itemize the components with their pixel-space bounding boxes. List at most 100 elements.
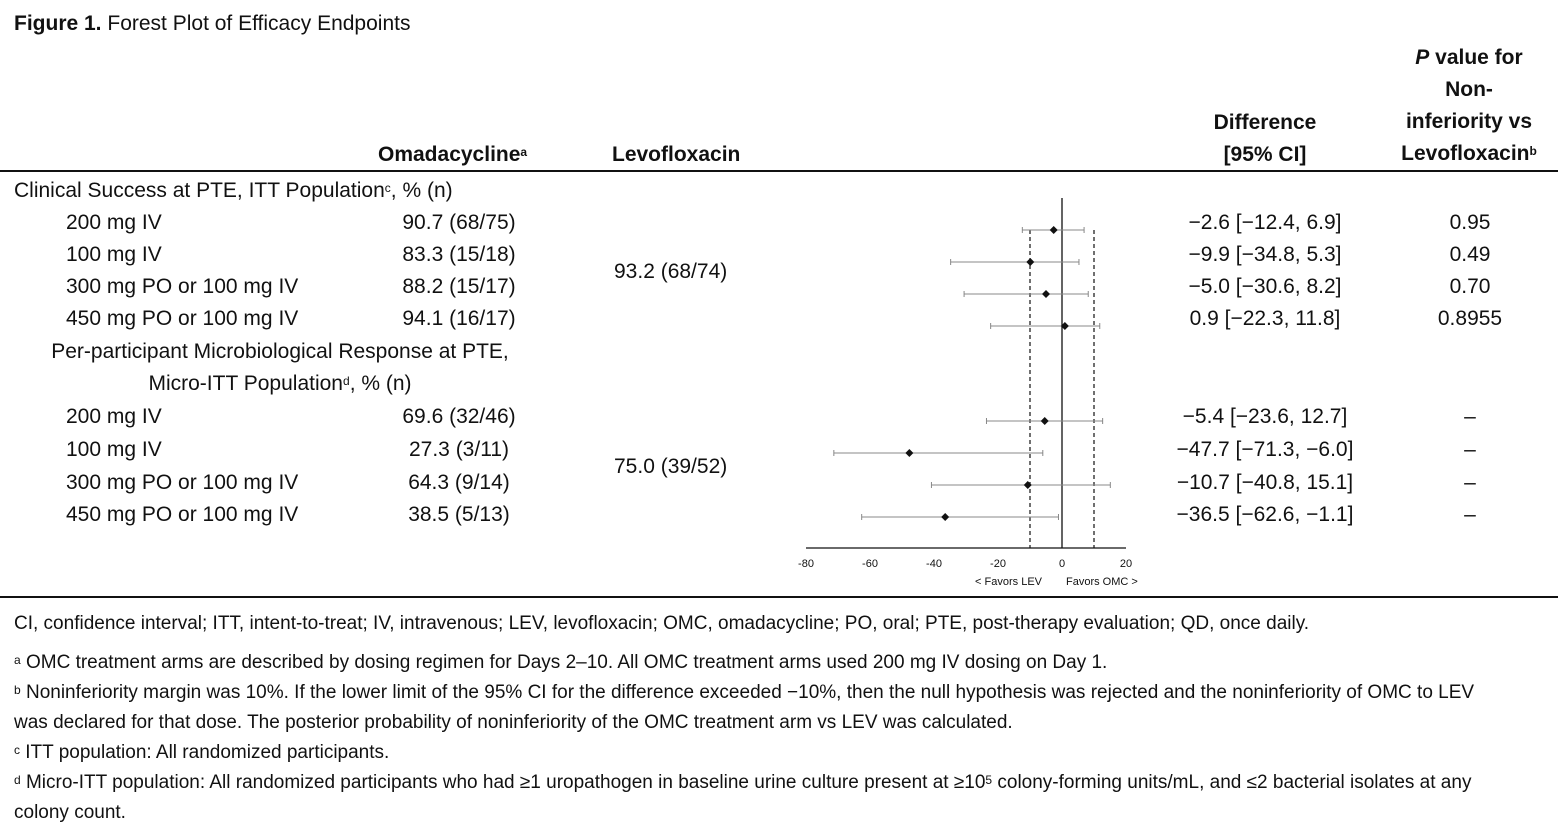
x-tick-label: 20 (1120, 558, 1132, 570)
point-estimate-marker (1060, 322, 1069, 330)
s1-row-1-omc: 90.7 (68/75) (402, 211, 516, 234)
header-pvalue-italic: P (1415, 46, 1430, 69)
header-pvalue-line4-text: Levofloxacin (1401, 142, 1530, 165)
footnote-d-text-2: colony-forming units/mL, and ≤2 bacteria… (14, 772, 1472, 823)
s2-row-2-p: – (1464, 438, 1476, 461)
header-pvalue: P value for Non- inferiority vs Levoflox… (1388, 42, 1550, 170)
footnote-a-mark: a (14, 653, 21, 667)
s1-row-2-diff: −9.9 [−34.8, 5.3] (1188, 243, 1342, 266)
s2-row-3-p: – (1464, 471, 1476, 494)
s1-row-2-label: 100 mg IV (66, 243, 162, 266)
s1-row-4-label: 450 mg PO or 100 mg IV (66, 307, 299, 330)
header-levofloxacin: Levofloxacin (612, 143, 741, 166)
footnote-d: d Micro-ITT population: All randomized p… (14, 768, 1504, 828)
x-tick-label: -20 (990, 558, 1006, 570)
forest-x-axis: -80 -60 -40 -20 0 20 (798, 547, 1132, 570)
header-pvalue-line4: Levofloxacinb (1388, 138, 1550, 170)
favors-lev-label: < Favors LEV (975, 576, 1043, 588)
header-difference: Difference [95% CI] (1190, 107, 1340, 171)
s2-row-1-p: – (1464, 405, 1476, 428)
s1-row-2-omc: 83.3 (15/18) (402, 243, 516, 266)
s1-row-3-label: 300 mg PO or 100 mg IV (66, 275, 299, 298)
point-estimate-marker (941, 513, 950, 521)
figure-label: Figure 1. (14, 12, 102, 35)
footnote-b-text: Noninferiority margin was 10%. If the lo… (14, 682, 1475, 733)
footnote-d-mark: d (14, 773, 21, 787)
forest-plot: -80 -60 -40 -20 0 20 < Favors LEV Favors OMC … (798, 198, 1138, 588)
header-omadacycline-text: Omadacycline (378, 143, 521, 166)
s2-row-1-omc: 69.6 (32/46) (402, 405, 516, 428)
point-estimate-marker (1040, 417, 1049, 425)
forest-ci-lines (833, 227, 1111, 520)
section-1-title-tail: , % (n) (390, 179, 453, 202)
s1-row-3-diff: −5.0 [−30.6, 8.2] (1188, 275, 1342, 298)
footer-rule (0, 596, 1558, 598)
footnote-d-sup: 5 (985, 773, 993, 787)
figure-title-text: Forest Plot of Efficacy Endpoints (107, 12, 411, 35)
s1-row-2-p: 0.49 (1449, 243, 1491, 266)
footnote-d-text-1: Micro-ITT population: All randomized par… (20, 772, 986, 793)
section-2-title-sup: d (343, 374, 350, 388)
point-estimate-marker (1042, 290, 1050, 298)
s2-row-1-label: 200 mg IV (66, 405, 162, 428)
header-pvalue-line2: Non- (1445, 78, 1493, 101)
x-tick-label: -80 (798, 558, 814, 570)
point-estimate-marker (1023, 481, 1032, 489)
point-estimate-marker (1049, 226, 1058, 234)
header-difference-line1: Difference (1213, 111, 1317, 134)
s1-row-3-omc: 88.2 (15/17) (402, 275, 516, 298)
header-pvalue-sup: b (1529, 144, 1537, 158)
header-pvalue-line3: inferiority vs (1405, 110, 1533, 133)
s2-row-4-diff: −36.5 [−62.6, −1.1] (1176, 503, 1354, 526)
s2-row-4-omc: 38.5 (5/13) (408, 503, 510, 526)
footnote-b: b Noninferiority margin was 10%. If the … (14, 678, 1494, 738)
s2-row-3-label: 300 mg PO or 100 mg IV (66, 471, 299, 494)
x-tick-label: -40 (926, 558, 942, 570)
x-tick-label: 0 (1059, 558, 1065, 570)
section-2-title-tail: , % (n) (349, 372, 412, 395)
forest-reference-lines (1029, 198, 1095, 548)
s2-row-1-diff: −5.4 [−23.6, 12.7] (1182, 405, 1348, 428)
header-difference-line2: [95% CI] (1223, 143, 1307, 166)
section-2-title-main: Micro-ITT Population (148, 372, 343, 395)
header-pvalue-line1: P value for (1388, 42, 1550, 74)
footnote-b-mark: b (14, 683, 21, 697)
footnote-a-text: OMC treatment arms are described by dosi… (20, 652, 1108, 673)
figure-title: Figure 1. Forest Plot of Efficacy Endpoi… (14, 12, 410, 36)
s2-row-4-label: 450 mg PO or 100 mg IV (66, 503, 299, 526)
footnote-c: c ITT population: All randomized partici… (14, 738, 1554, 768)
s1-row-1-label: 200 mg IV (66, 211, 162, 234)
s2-row-2-omc: 27.3 (3/11) (408, 438, 509, 461)
header-rule (0, 170, 1558, 172)
forest-points (905, 226, 1069, 521)
s2-row-4-p: – (1464, 503, 1476, 526)
section-2-title: Per-participant Microbiological Response… (10, 336, 550, 400)
favors-omc-label: Favors OMC > (1066, 576, 1138, 588)
footnote-abbreviations: CI, confidence interval; ITT, intent-to-… (14, 613, 1310, 634)
s1-levofloxacin: 93.2 (68/74) (614, 260, 728, 283)
s2-row-2-label: 100 mg IV (66, 438, 162, 461)
point-estimate-marker (905, 449, 914, 457)
s2-row-3-diff: −10.7 [−40.8, 15.1] (1176, 471, 1354, 494)
footnote-c-text: ITT population: All randomized participa… (20, 742, 390, 763)
footnote-a: a OMC treatment arms are described by do… (14, 648, 1554, 678)
footnote-c-mark: c (14, 743, 20, 757)
section-1-title-sup: c (384, 181, 391, 195)
section-2-title-line2: Micro-ITT Populationd, % (n) (10, 368, 550, 400)
header-omadacycline-sup: a (520, 145, 528, 159)
header-pvalue-rest: value for (1429, 46, 1523, 69)
s2-row-2-diff: −47.7 [−71.3, −6.0] (1176, 438, 1354, 461)
x-tick-label: -60 (862, 558, 878, 570)
s2-levofloxacin: 75.0 (39/52) (614, 455, 728, 478)
s2-row-3-omc: 64.3 (9/14) (408, 471, 510, 494)
header-omadacycline: Omadacyclinea (378, 139, 527, 171)
s1-row-4-diff: 0.9 [−22.3, 11.8] (1189, 307, 1341, 330)
section-1-title: Clinical Success at PTE, ITT Populationc… (14, 175, 453, 207)
s1-row-4-p: 0.8955 (1437, 307, 1503, 330)
point-estimate-marker (1026, 258, 1035, 266)
s1-row-1-p: 0.95 (1449, 211, 1491, 234)
s1-row-1-diff: −2.6 [−12.4, 6.9] (1188, 211, 1342, 234)
s1-row-4-omc: 94.1 (16/17) (402, 307, 516, 330)
section-1-title-main: Clinical Success at PTE, ITT Population (14, 179, 385, 202)
section-2-title-line1: Per-participant Microbiological Response… (51, 340, 509, 363)
